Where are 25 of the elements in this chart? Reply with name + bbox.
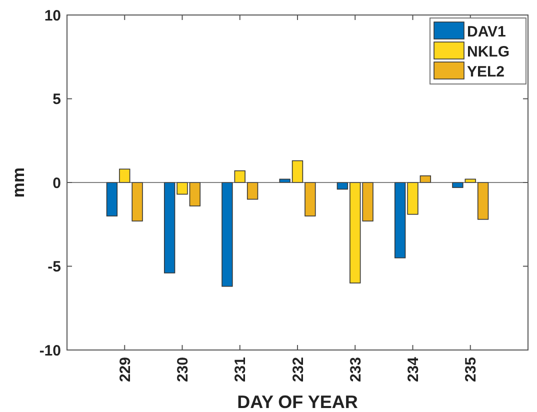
y-tick-label: -10 bbox=[39, 342, 61, 360]
x-tick-label: 233 bbox=[347, 357, 364, 382]
x-tick-label: 234 bbox=[405, 356, 422, 382]
bar bbox=[477, 182, 489, 220]
y-tick-label: 0 bbox=[52, 174, 61, 192]
x-tick-label: 229 bbox=[116, 357, 134, 382]
legend-label: DAV1 bbox=[467, 23, 506, 40]
bar bbox=[234, 170, 246, 183]
x-tick-label: 230 bbox=[174, 357, 192, 382]
legend-label: NKLG bbox=[467, 43, 510, 60]
bar bbox=[132, 182, 143, 222]
legend-label: YEL2 bbox=[467, 63, 505, 80]
y-tick-label: 5 bbox=[52, 91, 61, 108]
bar bbox=[246, 182, 258, 200]
y-tick-label: 10 bbox=[44, 7, 61, 24]
x-axis-title: DAY OF YEAR bbox=[237, 392, 358, 412]
bar bbox=[119, 168, 130, 183]
bar bbox=[106, 182, 118, 216]
bar bbox=[222, 182, 233, 287]
x-tick-label: 235 bbox=[462, 357, 480, 382]
y-axis-title: mm bbox=[9, 167, 28, 198]
x-tick-label: 232 bbox=[290, 357, 307, 382]
bar bbox=[304, 182, 316, 216]
y-tick-label: -5 bbox=[48, 258, 61, 276]
x-tick-label: 231 bbox=[232, 357, 250, 382]
